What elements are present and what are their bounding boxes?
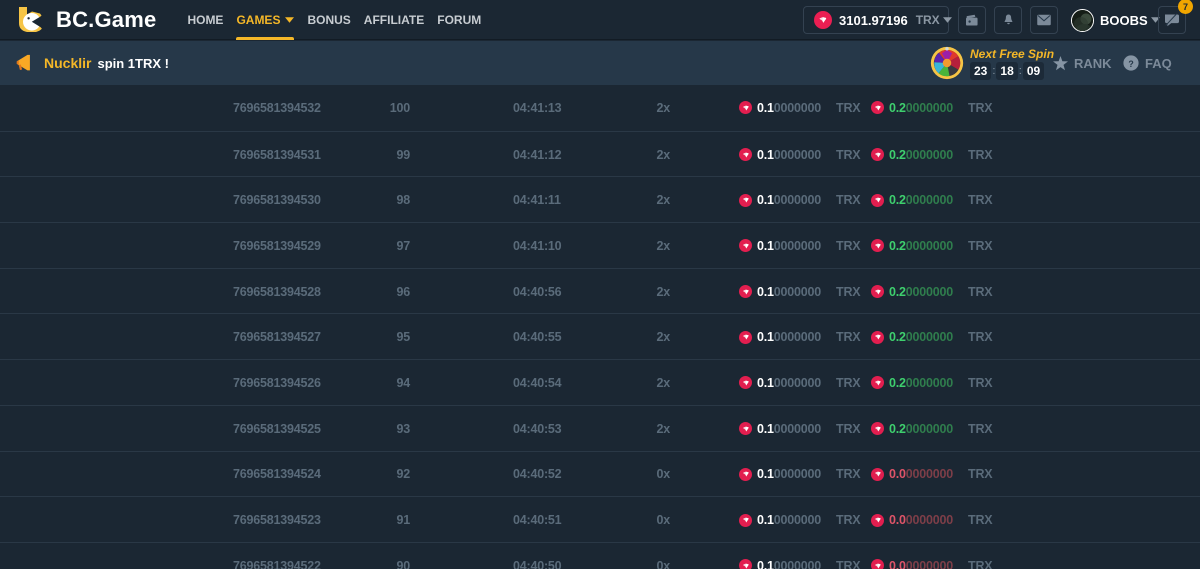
svg-text:?: ?: [1128, 59, 1133, 69]
